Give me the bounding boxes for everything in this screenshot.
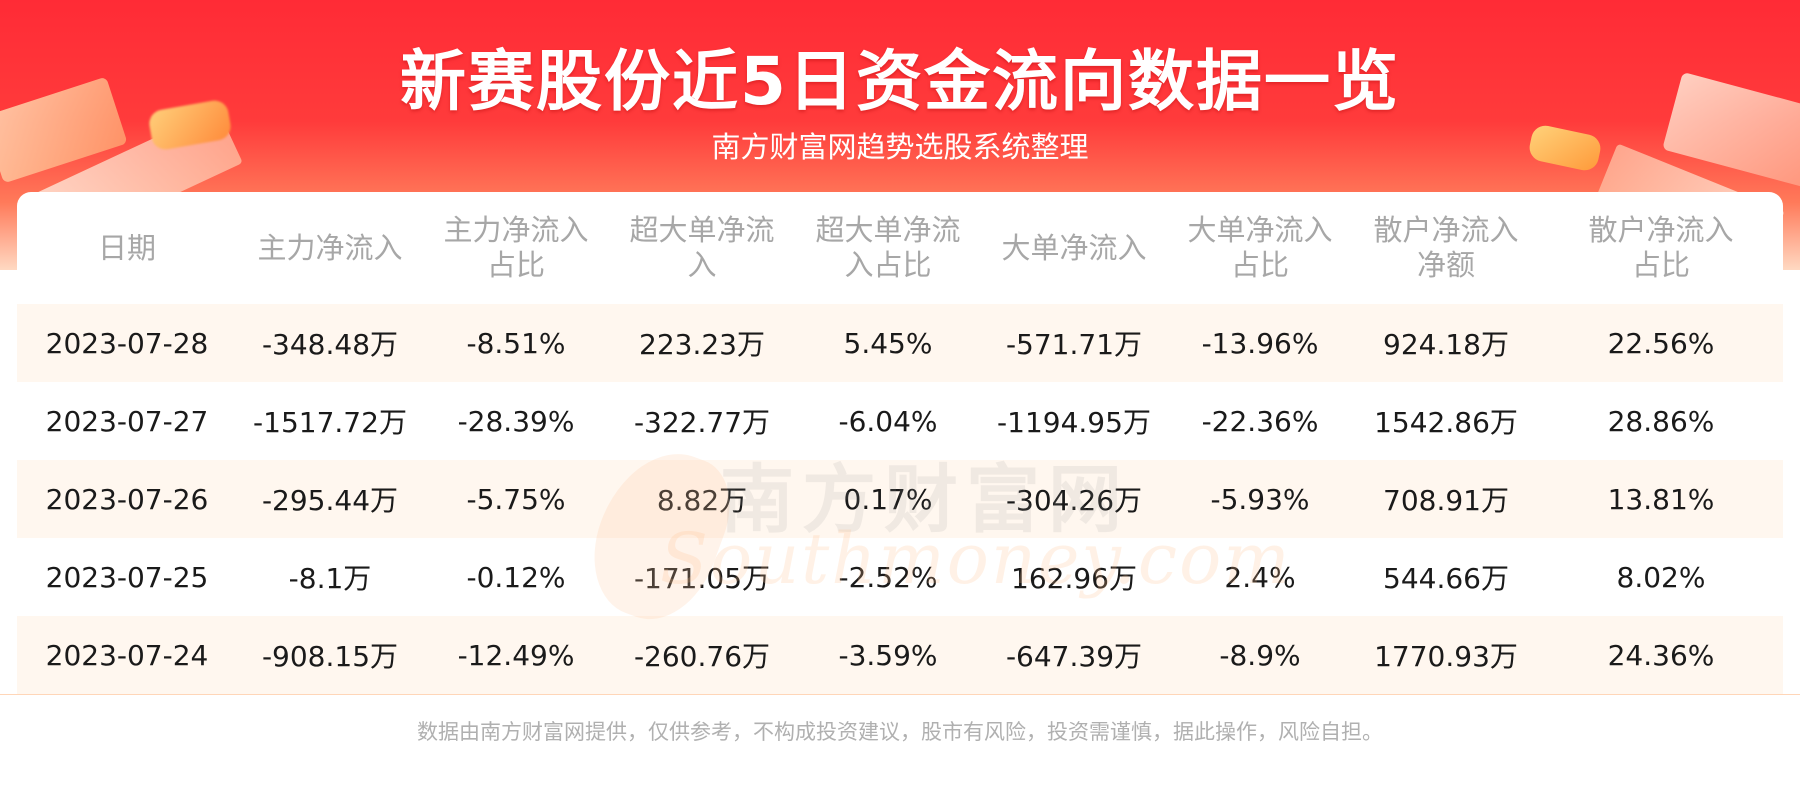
- value-cell: -304.26万: [981, 460, 1167, 538]
- value-cell: -13.96%: [1167, 304, 1353, 382]
- column-header-line: 净额: [1416, 248, 1475, 282]
- column-header-line: 占比: [1631, 248, 1690, 282]
- column-header-line: 大单净流入: [1001, 230, 1147, 265]
- column-header: 大单净流入 占比: [1167, 192, 1353, 304]
- value-cell: -5.75%: [423, 460, 609, 538]
- column-header: 超大单净流 入占比: [795, 192, 981, 304]
- value-cell: -28.39%: [457, 404, 575, 438]
- column-header-line: 散户净流入: [1588, 213, 1734, 247]
- table-row: 2023-07-28 -348.48万 -8.51% 223.23万 5.45% -571…: [17, 304, 1783, 382]
- value-cell: 162.96万: [1011, 562, 1137, 595]
- column-header-line: 超大单净流: [815, 213, 961, 247]
- footer-divider: [0, 694, 1800, 695]
- value-cell: 544.66万: [1383, 562, 1509, 595]
- value-cell: -12.49%: [423, 616, 609, 694]
- date-cell: 2023-07-28: [17, 304, 237, 382]
- value-cell: 5.45%: [795, 304, 981, 382]
- column-header-line: 占比: [1230, 248, 1289, 282]
- column-header-line: 主力净流入: [443, 213, 589, 247]
- value-cell: 24.36%: [1539, 616, 1783, 694]
- value-cell: -6.04%: [838, 404, 938, 438]
- date-cell: 2023-07-24: [17, 616, 237, 694]
- column-header: 大单净流入: [981, 192, 1167, 304]
- value-cell: -908.15万: [237, 616, 423, 694]
- date-cell: 2023-07-27: [45, 404, 209, 438]
- column-header-line: 大单净流入: [1187, 213, 1333, 247]
- table-row: 2023-07-25 -8.1万 -0.12% -171.05万 -2.52% 162.9…: [17, 538, 1783, 616]
- value-cell: -8.9%: [1167, 616, 1353, 694]
- value-cell: 1770.93万: [1353, 616, 1539, 694]
- value-cell: 223.23万: [609, 304, 795, 382]
- value-cell: 0.17%: [795, 460, 981, 538]
- fund-flow-table: 日期 主力净流入 主力净流入 占比 超大单净流入超大单净流 入占比 大单净流入 大单净流入 占比…: [17, 192, 1783, 694]
- value-cell: -2.52%: [838, 560, 938, 594]
- value-cell: -1517.72万: [253, 406, 407, 439]
- column-header-line: 入占比: [844, 248, 932, 282]
- value-cell: -1194.95万: [997, 406, 1151, 439]
- column-header: 散户净流入 占比: [1539, 192, 1783, 304]
- column-header-line: 散户净流入: [1373, 213, 1519, 247]
- value-cell: -22.36%: [1201, 404, 1319, 438]
- date-cell: 2023-07-26: [17, 460, 237, 538]
- value-cell: -0.12%: [466, 560, 566, 594]
- column-header: 散户净流入 净额: [1353, 192, 1539, 304]
- value-cell: -260.76万: [609, 616, 795, 694]
- value-cell: -348.48万: [237, 304, 423, 382]
- column-header: 主力净流入: [237, 192, 423, 304]
- page-subtitle: 南方财富网趋势选股系统整理: [711, 130, 1089, 164]
- table-header-row: 日期 主力净流入 主力净流入 占比 超大单净流入超大单净流 入占比 大单净流入 大单净流入 占比…: [17, 192, 1783, 304]
- table-row: 2023-07-27 -1517.72万 -28.39% -322.77万 -6.04%…: [17, 382, 1783, 460]
- column-header-line: 占比: [486, 248, 545, 282]
- value-cell: 28.86%: [1607, 404, 1715, 438]
- value-cell: -295.44万: [237, 460, 423, 538]
- value-cell: -5.93%: [1167, 460, 1353, 538]
- value-cell: -171.05万: [633, 562, 771, 595]
- value-cell: 708.91万: [1353, 460, 1539, 538]
- value-cell: -3.59%: [795, 616, 981, 694]
- disclaimer-text: 数据由南方财富网提供，仅供参考，不构成投资建议，股市有风险，投资需谨慎，据此操作…: [417, 720, 1383, 744]
- value-cell: -8.51%: [423, 304, 609, 382]
- value-cell: -8.1万: [288, 562, 372, 595]
- table-row: 2023-07-24 -908.15万 -12.49% -260.76万 -3.59% -…: [17, 616, 1783, 694]
- table-card: [17, 192, 1783, 692]
- value-cell: 8.82万: [609, 460, 795, 538]
- column-header-line: 入: [687, 248, 717, 282]
- column-header: 超大单净流入: [609, 192, 795, 304]
- column-header-line: 超大单净流: [629, 213, 775, 247]
- value-cell: 2.4%: [1224, 560, 1296, 594]
- value-cell: -571.71万: [981, 304, 1167, 382]
- value-cell: 8.02%: [1616, 560, 1706, 594]
- table-row: 2023-07-26 -295.44万 -5.75% 8.82万 0.17% -304.2…: [17, 460, 1783, 538]
- column-header-line: 主力净流入: [257, 230, 403, 265]
- page-title: 新赛股份近5日资金流向数据一览: [400, 43, 1400, 120]
- value-cell: -322.77万: [633, 406, 771, 439]
- value-cell: 22.56%: [1539, 304, 1783, 382]
- value-cell: 1542.86万: [1374, 406, 1518, 439]
- value-cell: 13.81%: [1539, 460, 1783, 538]
- column-header: 日期: [17, 192, 237, 304]
- date-cell: 2023-07-25: [45, 560, 209, 594]
- column-header-line: 日期: [97, 230, 156, 265]
- value-cell: 924.18万: [1353, 304, 1539, 382]
- value-cell: -647.39万: [981, 616, 1167, 694]
- column-header: 主力净流入 占比: [423, 192, 609, 304]
